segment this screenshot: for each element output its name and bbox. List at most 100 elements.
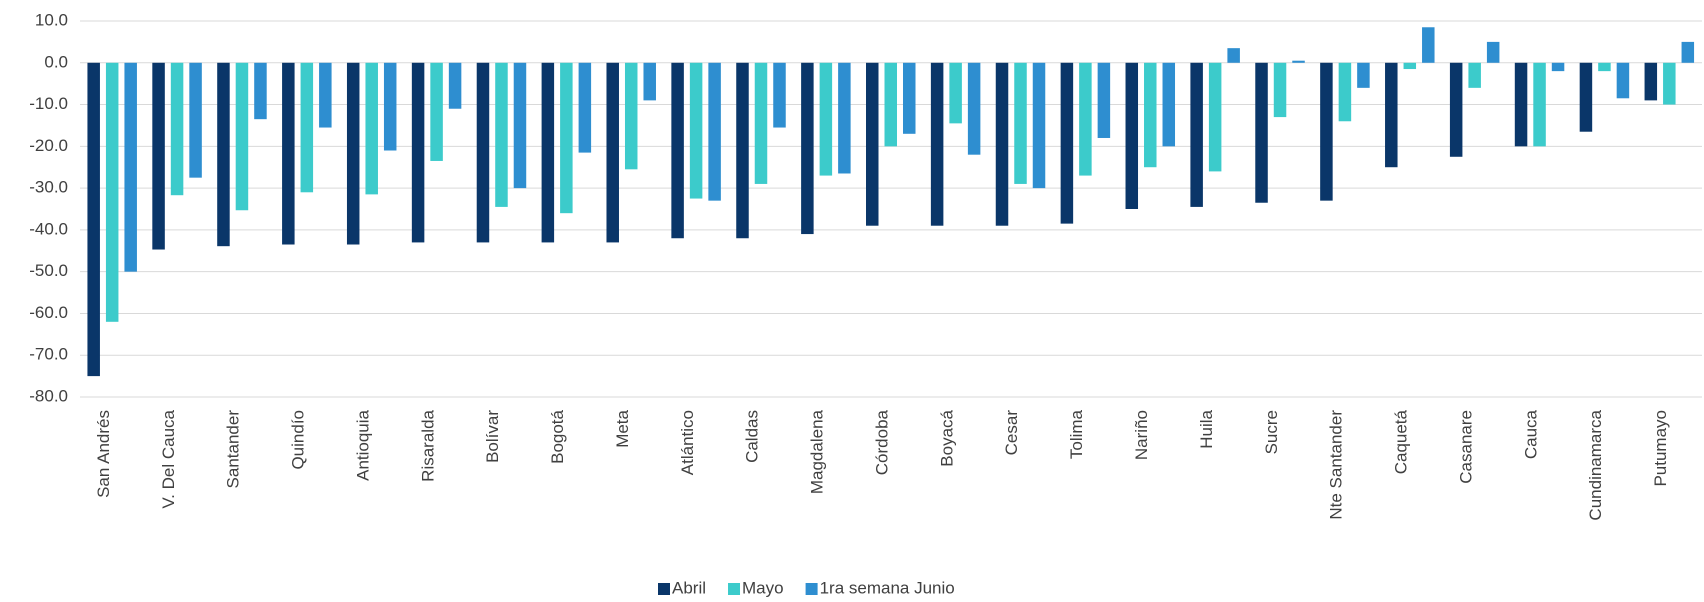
bar: [1125, 62, 1139, 210]
bar: [87, 62, 100, 377]
bar: [1144, 62, 1157, 168]
bar: [1449, 62, 1463, 157]
bar: [541, 62, 555, 243]
legend-swatch: [805, 583, 818, 595]
bar: [476, 62, 490, 243]
bar: [578, 62, 592, 153]
bar: [1357, 62, 1370, 88]
bar: [1208, 62, 1222, 172]
bar: [560, 62, 573, 214]
bar: [1190, 62, 1203, 207]
bar: [189, 62, 202, 178]
y-tick-label: -40.0: [29, 219, 68, 238]
y-tick-label: -50.0: [29, 261, 68, 280]
y-tick-label: -80.0: [29, 386, 68, 405]
x-tick-label: Caldas: [743, 410, 762, 463]
bar: [1598, 62, 1611, 72]
bar: [1616, 62, 1630, 99]
bar: [411, 62, 425, 243]
x-tick-label: Bogotá: [548, 409, 567, 463]
x-tick-label: Boyacá: [937, 409, 956, 466]
bar: [949, 62, 962, 124]
bar: [152, 62, 165, 250]
bar: [448, 62, 462, 109]
x-tick-label: Risaralda: [418, 409, 437, 481]
bar: [383, 62, 397, 151]
legend-swatch: [658, 583, 670, 595]
bar: [866, 62, 879, 226]
bar: [1551, 62, 1565, 72]
bar: [967, 62, 981, 155]
bar: [1292, 60, 1305, 63]
x-tick-label: Meta: [613, 409, 632, 447]
bar: [624, 62, 638, 170]
y-tick-label: 0.0: [44, 52, 68, 71]
bar: [1422, 27, 1435, 63]
bar: [319, 62, 332, 128]
bar: [1403, 62, 1417, 70]
bar: [217, 62, 230, 247]
bar: [1227, 48, 1240, 63]
bar: [671, 62, 684, 239]
legend-label: 1ra semana Junio: [820, 578, 955, 597]
bar: [884, 62, 897, 147]
x-tick-label: Cesar: [1002, 410, 1021, 456]
x-tick-label: Nte Santander: [1327, 410, 1346, 520]
bar: [1273, 62, 1287, 118]
x-tick-label: Tolima: [1067, 409, 1086, 459]
x-tick-label: Magdalena: [808, 409, 827, 494]
bar: [1514, 62, 1528, 147]
y-tick-label: -60.0: [29, 303, 68, 322]
bar: [1468, 62, 1481, 88]
legend-swatch: [728, 583, 741, 595]
bar: [995, 62, 1009, 226]
x-tick-label: V. Del Cauca: [159, 409, 178, 508]
x-tick-label: Cundinamarca: [1586, 409, 1605, 520]
legend-label: Mayo: [742, 578, 784, 597]
x-tick-label: Nariño: [1132, 410, 1151, 460]
bar: [282, 62, 295, 245]
bar: [1060, 62, 1074, 224]
x-tick-label: Santander: [224, 410, 243, 489]
y-tick-label: -30.0: [29, 178, 68, 197]
y-tick-label: -10.0: [29, 94, 68, 113]
x-tick-label: San Andrés: [94, 410, 113, 498]
x-tick-label: Antioquia: [353, 409, 372, 480]
y-tick-label: 10.0: [35, 10, 68, 29]
bar: [254, 62, 267, 120]
bar: [819, 62, 833, 176]
legend-label: Abril: [672, 578, 706, 597]
y-tick-label: -70.0: [29, 345, 68, 364]
x-tick-label: Caquetá: [1392, 409, 1411, 474]
bar: [801, 62, 814, 235]
bar: [1644, 62, 1658, 101]
bar: [689, 62, 703, 199]
bar: [1032, 62, 1046, 189]
bar: [235, 62, 249, 211]
bar: [754, 62, 768, 184]
bar: [1486, 41, 1500, 63]
bar: [930, 62, 944, 226]
bar: [773, 62, 786, 128]
bar: [1579, 62, 1593, 132]
x-tick-label: Sucre: [1262, 410, 1281, 454]
bar: [1681, 41, 1695, 63]
bar: [124, 62, 137, 272]
x-tick-label: Bolívar: [483, 410, 502, 463]
bar: [606, 62, 619, 243]
bar: [1255, 62, 1268, 203]
bar: [1338, 62, 1352, 122]
bar: [1385, 62, 1398, 168]
x-tick-label: Córdoba: [872, 409, 891, 475]
bar: [1162, 62, 1176, 147]
bar: [513, 62, 527, 189]
bar: [1097, 62, 1111, 138]
x-tick-label: Putumayo: [1651, 410, 1670, 487]
bar: [903, 62, 916, 134]
bar: [1533, 62, 1546, 147]
bar: [346, 62, 360, 245]
x-tick-label: Quindío: [289, 410, 308, 470]
bar: [1320, 62, 1333, 201]
bar: [170, 62, 184, 196]
